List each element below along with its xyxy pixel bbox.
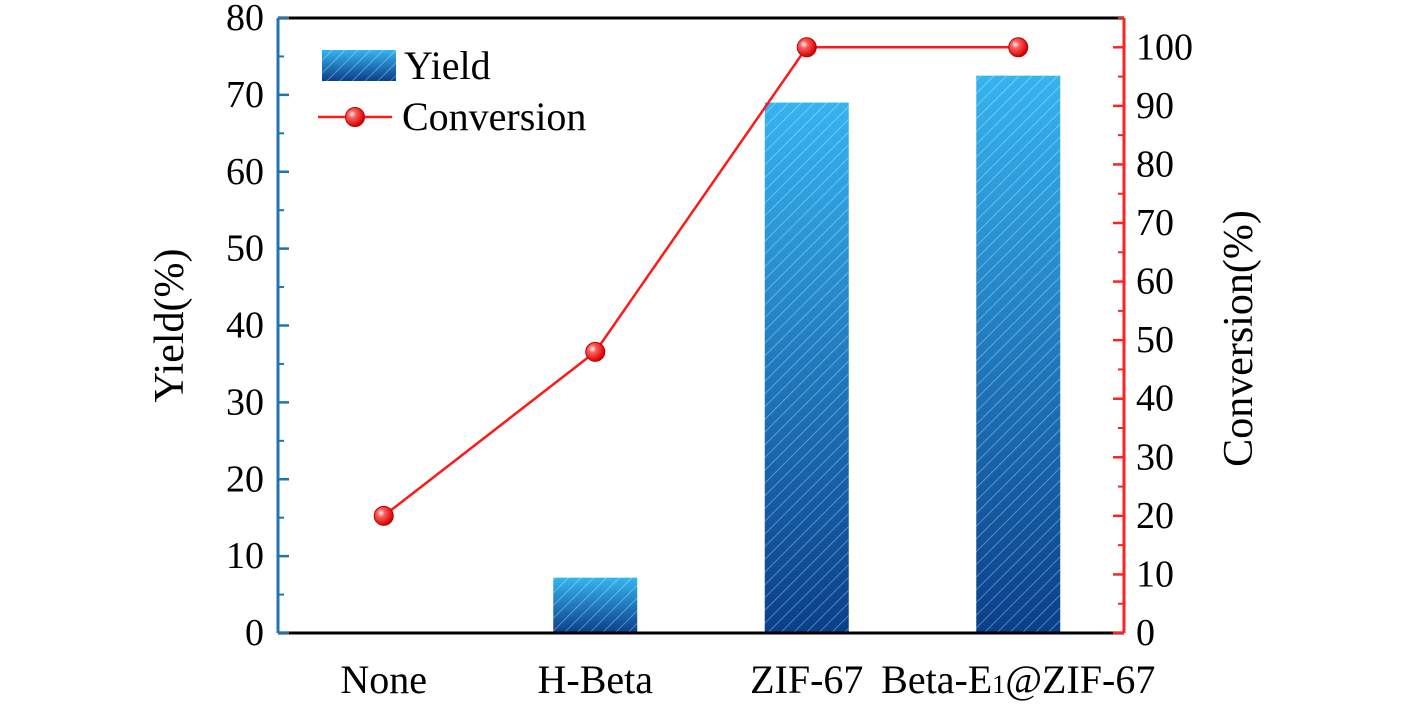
yield-bar-h-beta [553,577,638,633]
conversion-line [382,46,1019,517]
legend-item-conversion: Conversion [318,94,586,139]
axes-layer: 0 10 20 30 40 50 60 70 80 0 10 20 30 40 50 60 70 80 90 100 N… [147,0,1262,702]
legend-swatch-yield-hatch [322,50,396,81]
x-tick-label-main: None [340,657,427,702]
left-tick-label: 70 [226,74,264,116]
line-layer [373,37,1029,526]
left-tick-label: 0 [245,612,264,654]
x-tick-label-rest: @ZIF-67 [1005,657,1155,702]
x-tick-label: H-Beta [537,657,653,702]
conversion-point-3 [796,37,817,58]
x-tick-label-main: ZIF-67 [750,657,863,702]
bar-hatch [976,75,1061,633]
left-tick-label: 30 [226,381,264,423]
left-tick-label: 20 [226,458,264,500]
left-tick-label: 40 [226,305,264,347]
bar-hatch [764,102,849,633]
right-tick-label: 50 [1136,319,1174,361]
left-tick-label: 50 [226,228,264,270]
legend-label-yield: Yield [404,43,491,88]
yield-bar-zif-67 [764,102,849,633]
right-tick-label: 40 [1136,378,1174,420]
x-tick-label-main: H-Beta [537,657,653,702]
x-tick-label-subscript: 1 [992,670,1005,699]
right-tick-label: 30 [1136,436,1174,478]
x-tick-label-main: Beta-E [881,657,992,702]
legend-item-yield: Yield [322,43,491,88]
right-tick-label: 0 [1136,612,1155,654]
conversion-point-2 [585,341,606,362]
yield-bar-beta-e1-zif-67 [976,75,1061,633]
x-tick-label: None [340,657,427,702]
conversion-point-1 [373,505,394,526]
left-tick-label: 60 [226,151,264,193]
x-tick-label: Beta-E1@ZIF-67 [881,657,1155,702]
right-tick-label: 70 [1136,202,1174,244]
conversion-point-4 [1008,37,1029,58]
bars-layer [553,75,1061,633]
legend: Yield Conversion [318,43,586,139]
legend-label-conversion: Conversion [402,94,586,139]
bar-hatch [553,577,638,633]
right-tick-label: 90 [1136,85,1174,127]
right-tick-label: 100 [1136,26,1193,68]
right-tick-label: 10 [1136,553,1174,595]
right-y-axis-title: Conversion(%) [1216,210,1262,467]
left-tick-label: 10 [226,535,264,577]
right-tick-label: 80 [1136,143,1174,185]
legend-marker-conversion [345,107,365,127]
right-tick-label: 20 [1136,495,1174,537]
x-tick-label: ZIF-67 [750,657,863,702]
left-y-axis-title: Yield(%) [147,249,193,403]
right-tick-label: 60 [1136,261,1174,303]
left-tick-label: 80 [226,0,264,39]
